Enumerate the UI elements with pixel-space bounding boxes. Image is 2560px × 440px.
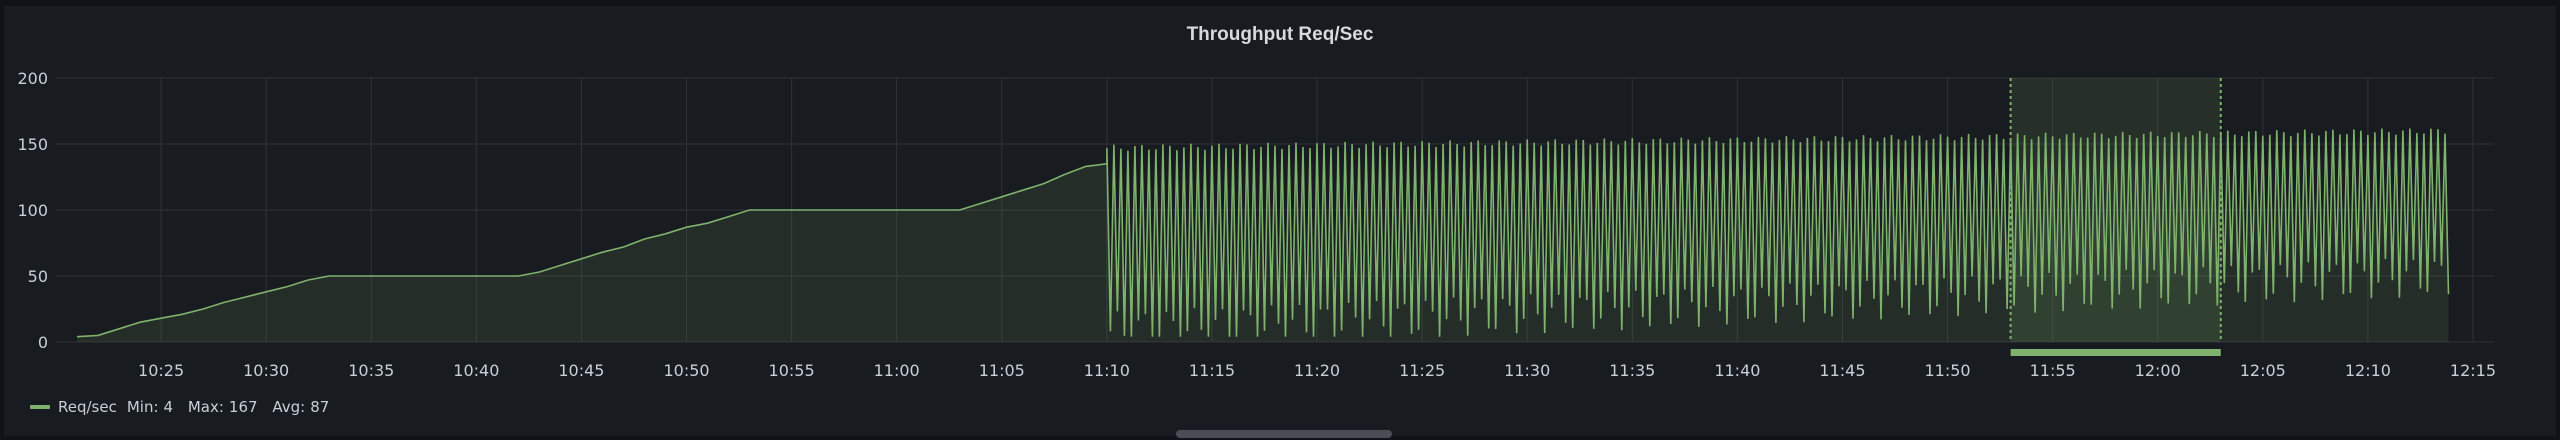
y-tick-label: 100 bbox=[17, 201, 48, 220]
x-tick-label: 10:45 bbox=[558, 361, 604, 380]
y-tick-label: 50 bbox=[28, 267, 48, 286]
series-req-sec bbox=[76, 128, 2450, 342]
y-tick-label: 0 bbox=[38, 333, 48, 352]
x-tick-label: 12:10 bbox=[2345, 361, 2391, 380]
x-tick-label: 12:05 bbox=[2240, 361, 2286, 380]
x-tick-label: 11:10 bbox=[1084, 361, 1130, 380]
x-tick-label: 11:40 bbox=[1714, 361, 1760, 380]
x-tick-label: 11:50 bbox=[1924, 361, 1970, 380]
legend-max-label: Max: bbox=[187, 398, 224, 416]
x-tick-label: 11:25 bbox=[1399, 361, 1445, 380]
x-tick-label: 11:55 bbox=[2030, 361, 2076, 380]
x-tick-label: 11:20 bbox=[1294, 361, 1340, 380]
legend-stats: Min: 4 Max: 167 Avg: 87 bbox=[117, 398, 329, 416]
x-tick-label: 11:35 bbox=[1609, 361, 1655, 380]
region-marker-bar bbox=[2010, 349, 2221, 356]
legend-max-value: 167 bbox=[228, 398, 258, 416]
x-tick-label: 10:35 bbox=[348, 361, 394, 380]
x-tick-label: 12:15 bbox=[2450, 361, 2496, 380]
legend-min-value: 4 bbox=[163, 398, 174, 416]
legend-avg-value: 87 bbox=[310, 398, 330, 416]
x-axis-ticks: 10:25 10:30 10:35 10:40 10:45 10:50 10:55 11:00… bbox=[138, 361, 2496, 380]
annotation-region[interactable] bbox=[2009, 78, 2222, 356]
legend[interactable]: Req/sec Min: 4 Max: 167 Avg: 87 bbox=[30, 398, 329, 416]
x-tick-label: 11:00 bbox=[874, 361, 920, 380]
x-tick-label: 11:05 bbox=[979, 361, 1025, 380]
x-tick-label: 11:15 bbox=[1189, 361, 1235, 380]
y-axis-ticks: 0 50 100 150 200 bbox=[17, 69, 48, 352]
x-tick-label: 10:30 bbox=[243, 361, 289, 380]
legend-min-label: Min: bbox=[126, 398, 159, 416]
panel-title[interactable]: Throughput Req/Sec bbox=[1186, 24, 1374, 45]
chart-panel: Throughput Req/Sec 0 50 100 150 200 10:25 10:… bbox=[4, 6, 2556, 436]
region-fill bbox=[2010, 78, 2221, 342]
x-tick-label: 11:45 bbox=[1819, 361, 1865, 380]
y-tick-label: 200 bbox=[17, 69, 48, 88]
x-tick-label: 11:30 bbox=[1504, 361, 1550, 380]
x-tick-label: 12:00 bbox=[2135, 361, 2181, 380]
legend-series-name[interactable]: Req/sec bbox=[58, 398, 117, 416]
resize-handle[interactable] bbox=[1176, 430, 1392, 438]
y-tick-label: 150 bbox=[17, 135, 48, 154]
x-tick-label: 10:25 bbox=[138, 361, 184, 380]
x-tick-label: 10:40 bbox=[453, 361, 499, 380]
legend-avg-label: Avg: bbox=[272, 398, 306, 416]
series-line bbox=[76, 128, 2450, 338]
legend-swatch bbox=[30, 405, 50, 409]
series-area bbox=[77, 128, 2449, 342]
x-tick-label: 10:55 bbox=[769, 361, 815, 380]
x-tick-label: 10:50 bbox=[663, 361, 709, 380]
